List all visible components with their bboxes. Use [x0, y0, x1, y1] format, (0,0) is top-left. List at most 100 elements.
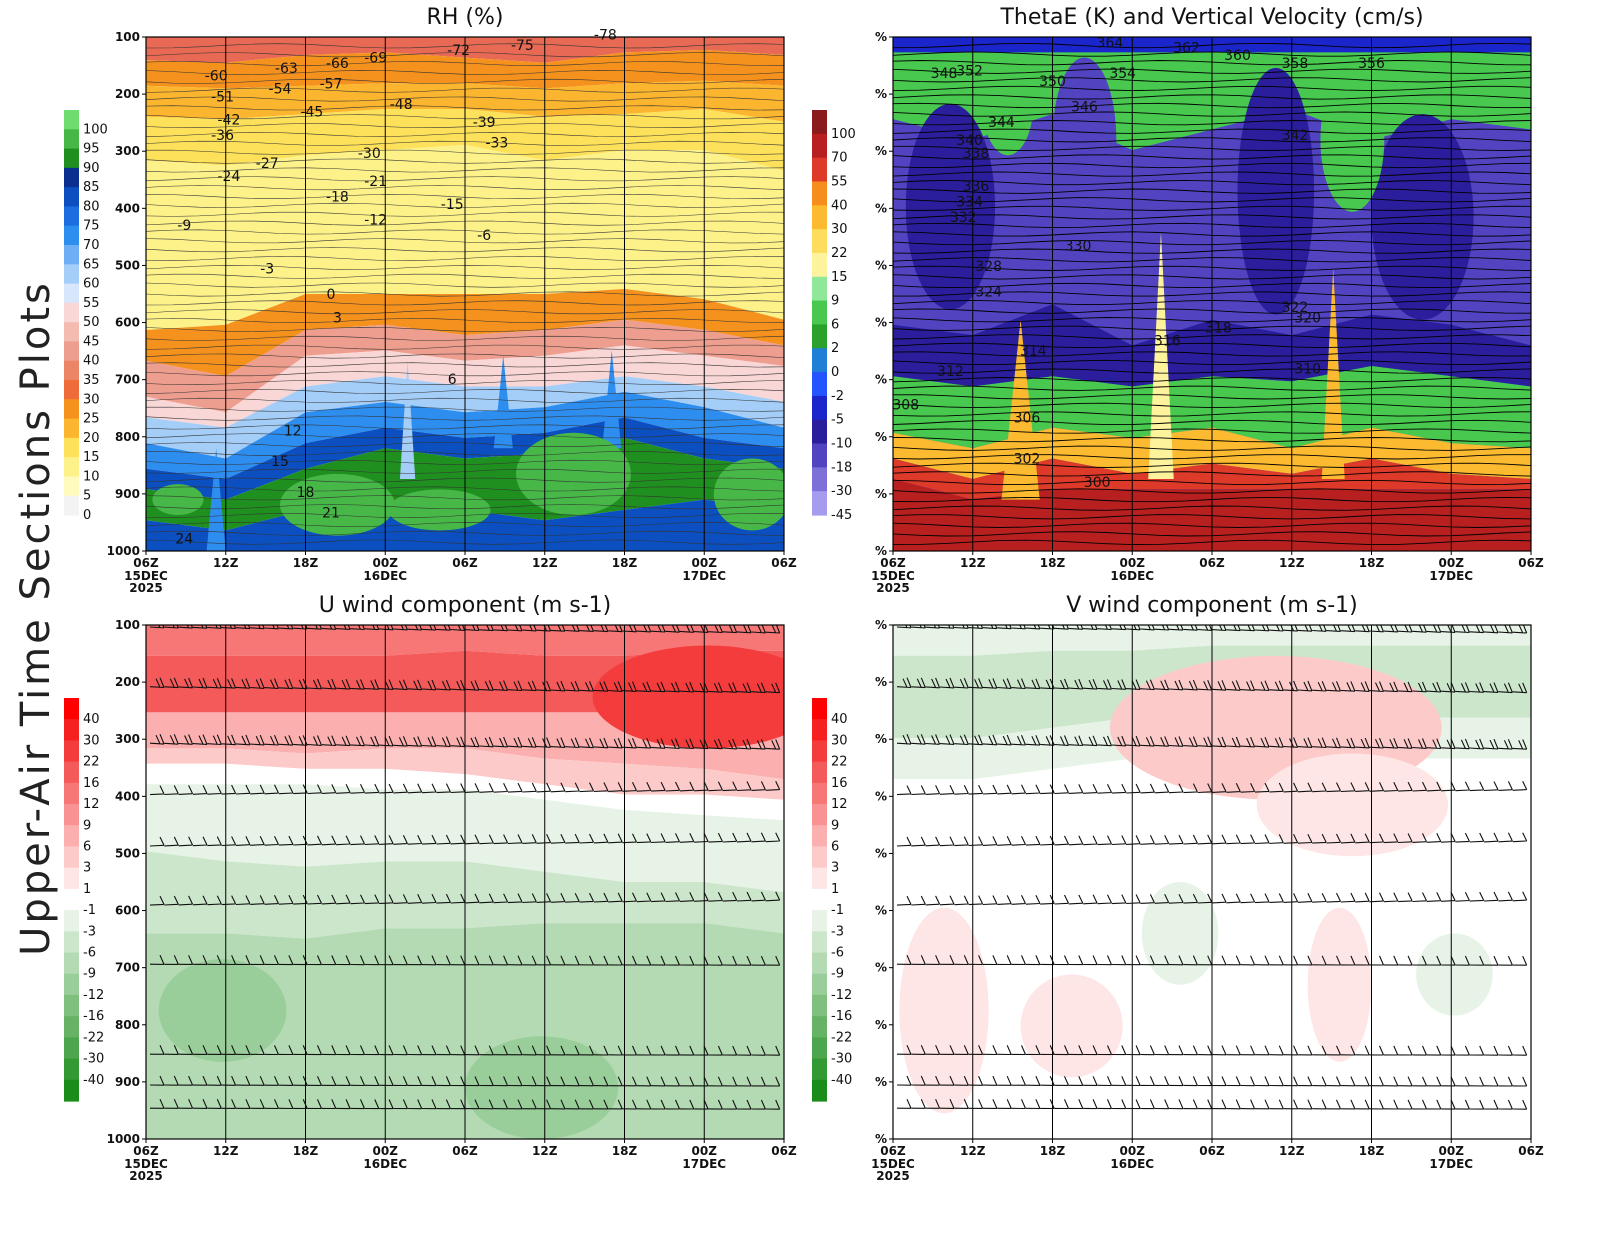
u-feature-0: [592, 645, 784, 749]
u-wind-barb: [679, 892, 695, 902]
u-wind-barb: [722, 738, 738, 750]
u-wind-barb: [393, 894, 408, 904]
v-wind-barb: [1011, 835, 1026, 846]
rh-contour-label: 24: [175, 531, 193, 547]
u-wind-barb: [565, 737, 580, 749]
u-wind-barb: [379, 894, 394, 905]
v-wind-barb: [1369, 892, 1384, 903]
v-wind-barb: [1126, 1076, 1141, 1087]
u-wind-barb: [722, 1045, 738, 1056]
thetae-colorbar-swatch: [812, 324, 827, 349]
v-wind-barb: [997, 784, 1012, 795]
v-wind-barb: [1011, 1075, 1027, 1086]
u-wind-barb: [593, 892, 609, 903]
v-wind-barb: [1412, 1099, 1428, 1110]
v-wind-barb: [1498, 891, 1513, 902]
v-wind-barb: [1140, 679, 1155, 691]
v-wind-barb: [925, 1044, 941, 1055]
v-wind-barb: [1097, 735, 1113, 747]
v-wind-barb: [1254, 1045, 1270, 1056]
v-wind-barb: [1183, 834, 1198, 845]
v-wind-barb: [1126, 735, 1141, 747]
rh-colorbar-label: 55: [83, 296, 100, 311]
u-wind-barb: [736, 682, 752, 693]
u-wind-barb: [221, 784, 237, 795]
v-wind-barb: [1168, 783, 1184, 794]
thetae-colorbar-swatch: [812, 419, 827, 445]
u-wind-barb: [421, 679, 437, 691]
u-field: [146, 625, 784, 1139]
u-wind-barb: [608, 1045, 623, 1056]
v-colorbar: 40 30 22 16 12 9 6 3 1 -1 -3 -6 -9 -12 -16 -22 -30 -40: [812, 698, 852, 1102]
u-wind-barb: [536, 1099, 552, 1110]
v-colorbar-swatch: [812, 1058, 827, 1081]
rh-colorbar-label: 45: [83, 334, 100, 349]
rh-colorbar-label: 20: [83, 431, 100, 446]
thetae-y-tick-label: %: [875, 87, 887, 101]
thetae-y-tick-label: %: [875, 258, 887, 272]
rh-colorbar-label: 75: [83, 219, 100, 234]
v-wind-barb: [1240, 736, 1256, 748]
v-wind-barb: [1512, 832, 1528, 843]
u-wind-barb: [694, 681, 709, 693]
v-wind-barb: [1312, 1099, 1327, 1110]
v-wind-barb: [1140, 955, 1155, 966]
v-wind-barb: [1469, 1076, 1485, 1087]
v-x-tick-label: 06Z: [1518, 1144, 1544, 1158]
v-wind-barb: [1355, 892, 1370, 903]
u-wind-barb: [665, 955, 681, 966]
u-wind-barb: [608, 737, 623, 749]
thetae-colorbar-label: 0: [831, 365, 839, 380]
u-wind-barb: [708, 1099, 723, 1110]
u-wind-barb: [149, 1044, 165, 1055]
v-wind-barb: [1455, 1099, 1470, 1110]
u-wind-barb: [565, 680, 580, 692]
thetae-colorbar-swatch: [812, 491, 827, 516]
u-wind-barb: [636, 625, 652, 633]
u-wind-barb: [522, 737, 537, 748]
v-wind-barb: [1097, 1099, 1113, 1110]
v-wind-barb: [1168, 893, 1184, 904]
v-wind-barb: [954, 1098, 969, 1109]
v-wind-barb: [1398, 892, 1413, 903]
rh-colorbar-label: 10: [83, 469, 100, 484]
v-y-tick-label: %: [875, 1132, 887, 1146]
v-wind-barb: [1398, 625, 1413, 633]
thetae-y-tick-label: %: [875, 316, 887, 330]
v-wind-barb: [1097, 835, 1112, 846]
u-wind-barb: [665, 681, 681, 693]
v-wind-barb: [925, 895, 941, 906]
thetae-colorbar-label: 55: [831, 174, 848, 189]
u-wind-barb: [207, 955, 222, 966]
u-wind-barb: [493, 1045, 509, 1056]
u-wind-barb: [636, 1099, 652, 1110]
v-wind-barb: [1297, 1045, 1313, 1056]
v-wind-barb: [1441, 832, 1456, 843]
v-wind-barb: [1126, 783, 1141, 794]
rh-spike-1: [493, 355, 513, 449]
u-wind-barb: [550, 893, 566, 903]
v-wind-barb: [1369, 1076, 1385, 1087]
v-wind-barb: [1412, 781, 1427, 792]
v-wind-barb: [1111, 1099, 1127, 1110]
rh-contour-label: -42: [218, 112, 241, 128]
v-wind-barb: [1240, 1076, 1256, 1087]
u-wind-barb: [536, 680, 552, 692]
thetae-colorbar: 100 70 55 40 30 22 15 9 6 2 0 -2 -5 -10 -18 -30 -45: [812, 110, 856, 523]
v-wind-barb: [1412, 1076, 1428, 1087]
u-wind-barb: [436, 834, 451, 845]
v-wind-barb: [1283, 737, 1299, 748]
v-y-tick-label: %: [875, 1018, 887, 1032]
rh-colorbar-label: 5: [83, 489, 91, 504]
v-wind-barb: [896, 733, 912, 745]
v-colorbar-swatch: [812, 719, 827, 742]
v-wind-barb: [1183, 736, 1198, 748]
u-wind-barb: [694, 892, 709, 902]
thetae-spike-5: [1321, 268, 1345, 480]
rh-contour-label: -39: [473, 115, 496, 131]
u-wind-barb: [235, 955, 251, 966]
u-wind-barb: [507, 1099, 523, 1110]
rh-contour-label: -18: [326, 189, 349, 205]
v-wind-barb: [1426, 833, 1442, 843]
